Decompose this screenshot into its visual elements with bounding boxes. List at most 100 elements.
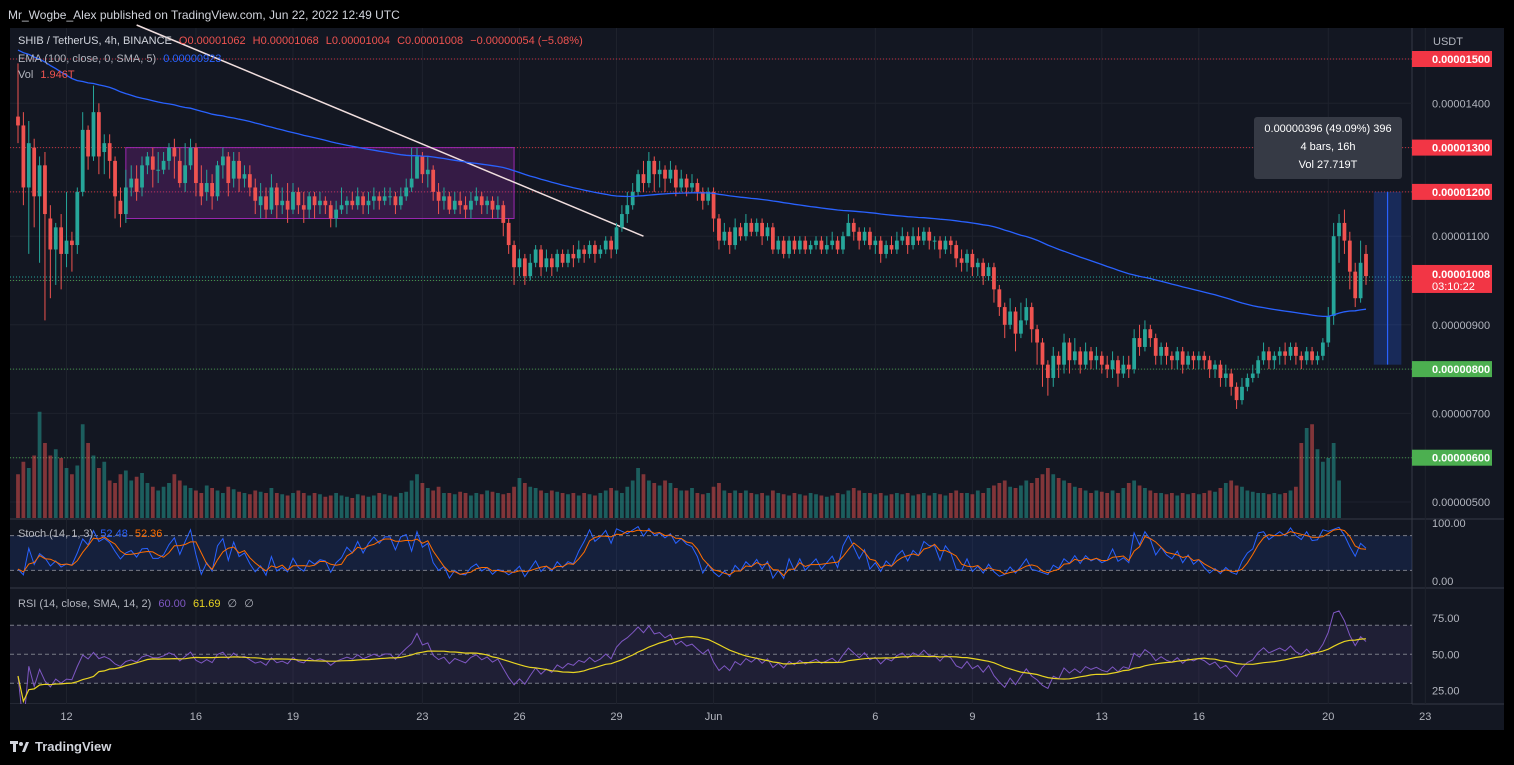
ema-label[interactable]: EMA (100, close, 0, SMA, 5) [18, 53, 157, 65]
candle-body [140, 165, 144, 188]
candle-body [1229, 373, 1234, 387]
volume-bar [1132, 480, 1137, 518]
volume-bar [474, 493, 479, 518]
candle-body [1358, 262, 1363, 299]
candle-body [846, 222, 851, 237]
tradingview-logo: TradingView [10, 739, 111, 754]
candle-body [53, 227, 58, 250]
volume-bar [1013, 488, 1018, 518]
volume-bar [355, 494, 360, 518]
volume-bar [900, 494, 905, 518]
candle-body [781, 240, 786, 254]
candle-body [177, 160, 182, 184]
candle-body [663, 169, 667, 179]
volume-bar [539, 490, 543, 518]
volume-bar [420, 483, 425, 518]
candle-body [1170, 355, 1174, 361]
candle-body [1121, 364, 1126, 374]
volume-bar [587, 494, 592, 518]
volume-bar [301, 493, 306, 518]
volume-bar [1207, 490, 1212, 518]
volume-bar [91, 455, 96, 518]
candle-body [695, 183, 700, 192]
symbol-label[interactable]: SHIB / TetherUS, 4h, BINANCE [18, 35, 172, 47]
volume-bar [792, 493, 797, 518]
level-badge [1412, 139, 1492, 156]
candle-body [560, 253, 565, 263]
volume-bar [1078, 488, 1083, 518]
rsi-tick-label: 50.00 [1432, 649, 1460, 661]
volume-bar [242, 493, 247, 518]
candle-body [388, 196, 392, 198]
candle-body [889, 245, 894, 250]
candle-body [512, 245, 516, 268]
volume-bar [582, 493, 587, 518]
candle-body [959, 258, 964, 263]
volume-bar [247, 494, 252, 518]
candle-body [1320, 342, 1325, 356]
candle-body [339, 205, 344, 210]
stoch-legend: Stoch (14, 1, 3) 52.48 52.36 [18, 528, 166, 540]
volume-bar [409, 480, 414, 518]
candle-body [1094, 355, 1099, 361]
volume-bar [1024, 480, 1029, 518]
candle-body [803, 240, 808, 250]
open-value: O0.00001062 [178, 35, 246, 47]
vol-label[interactable]: Vol [18, 69, 34, 81]
volume-bar [663, 480, 667, 518]
candle-body [1196, 355, 1201, 361]
volume-bar [927, 495, 932, 518]
volume-bar [1105, 493, 1110, 518]
volume-bar [1089, 493, 1093, 518]
volume-bar [404, 491, 409, 518]
candle-body [431, 169, 436, 192]
volume-bar [1294, 486, 1298, 518]
candle-body [345, 200, 349, 206]
volume-bar [668, 483, 673, 518]
candle-body [587, 245, 592, 254]
volume-bar [388, 495, 392, 518]
volume-bar [226, 486, 231, 518]
volume-bar [803, 495, 808, 518]
candle-body [312, 196, 317, 206]
candle-body [1083, 351, 1088, 365]
volume-bar [490, 491, 495, 518]
candle-body [43, 165, 47, 215]
candle-body [868, 231, 872, 246]
stoch-label[interactable]: Stoch (14, 1, 3) [18, 528, 94, 540]
volume-bar [727, 493, 732, 518]
volume-bar [296, 490, 301, 518]
candle-body [684, 178, 689, 188]
candle-body [1240, 386, 1244, 401]
candle-body [948, 240, 953, 246]
candle-body [522, 258, 527, 277]
candle-body [463, 205, 468, 210]
candle-body [668, 169, 673, 179]
candle-body [215, 165, 220, 197]
volume-bar [555, 491, 560, 518]
rsi-label[interactable]: RSI (14, close, SMA, 14, 2) [18, 598, 152, 610]
candle-body [118, 200, 123, 215]
volume-bar [86, 443, 90, 518]
candle-body [1019, 320, 1023, 334]
candle-body [204, 183, 209, 192]
volume-bar [738, 493, 743, 518]
volume-bar [620, 493, 624, 518]
candle-body [1207, 360, 1212, 370]
volume-bar [312, 493, 317, 518]
volume-bar [506, 493, 511, 518]
volume-bar [37, 411, 42, 518]
price-tick-label: 0.00001100 [1432, 231, 1489, 243]
volume-bar [1159, 493, 1163, 518]
candle-body [975, 262, 980, 268]
volume-bar [1067, 483, 1072, 518]
ema-line [17, 49, 1367, 318]
candle-body [1256, 360, 1261, 374]
volume-bar [204, 485, 209, 518]
volume-bar [274, 493, 279, 518]
rsi-legend: RSI (14, close, SMA, 14, 2) 60.00 61.69 … [18, 597, 258, 610]
candle-body [1089, 351, 1093, 361]
time-tick-label: 16 [1193, 711, 1205, 723]
volume-bar [323, 496, 328, 518]
